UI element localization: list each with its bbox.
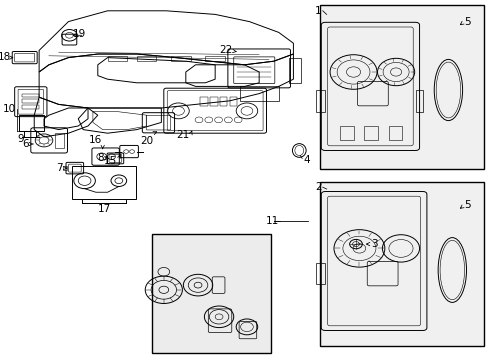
Bar bbox=[364, 126, 377, 140]
Bar bbox=[62, 166, 67, 170]
Text: 5: 5 bbox=[464, 200, 470, 210]
Text: 11: 11 bbox=[265, 216, 278, 226]
Bar bbox=[21, 94, 39, 97]
Bar bbox=[239, 86, 278, 101]
Text: 12: 12 bbox=[152, 306, 165, 316]
Text: 2: 2 bbox=[314, 182, 321, 192]
Text: 21: 21 bbox=[176, 130, 189, 140]
Text: 16: 16 bbox=[89, 135, 102, 145]
Text: 10: 10 bbox=[2, 104, 16, 114]
Bar bbox=[107, 56, 127, 61]
Bar bbox=[55, 133, 63, 148]
Bar bbox=[316, 263, 325, 284]
Bar bbox=[21, 99, 39, 103]
Bar bbox=[19, 115, 43, 131]
Bar bbox=[229, 97, 237, 106]
Text: 14: 14 bbox=[231, 343, 245, 353]
Bar bbox=[288, 58, 300, 83]
Bar bbox=[171, 56, 190, 61]
Text: 17: 17 bbox=[97, 204, 111, 215]
Bar bbox=[220, 97, 227, 106]
Text: 20: 20 bbox=[140, 136, 153, 146]
Text: 4: 4 bbox=[303, 155, 309, 165]
Text: 1: 1 bbox=[314, 6, 321, 16]
Text: 19: 19 bbox=[72, 29, 85, 39]
Bar bbox=[137, 56, 156, 61]
Text: 6: 6 bbox=[22, 139, 29, 149]
Text: 13: 13 bbox=[204, 337, 218, 347]
Text: 7: 7 bbox=[56, 163, 62, 173]
Text: 3: 3 bbox=[371, 239, 378, 249]
Bar bbox=[205, 56, 224, 61]
Text: 15: 15 bbox=[104, 156, 117, 166]
Bar bbox=[339, 126, 353, 140]
Bar bbox=[151, 234, 271, 353]
Bar bbox=[320, 5, 483, 169]
Text: 9: 9 bbox=[17, 134, 24, 144]
Text: 8: 8 bbox=[97, 153, 103, 163]
Bar bbox=[200, 97, 207, 106]
Text: 22: 22 bbox=[219, 45, 232, 55]
Text: 5: 5 bbox=[464, 17, 470, 27]
Bar bbox=[388, 126, 402, 140]
Bar bbox=[210, 97, 217, 106]
Text: 18: 18 bbox=[0, 52, 11, 62]
Bar bbox=[21, 105, 39, 109]
Bar bbox=[415, 90, 422, 112]
Bar bbox=[72, 166, 136, 199]
Bar bbox=[316, 90, 325, 112]
Bar bbox=[320, 182, 483, 346]
